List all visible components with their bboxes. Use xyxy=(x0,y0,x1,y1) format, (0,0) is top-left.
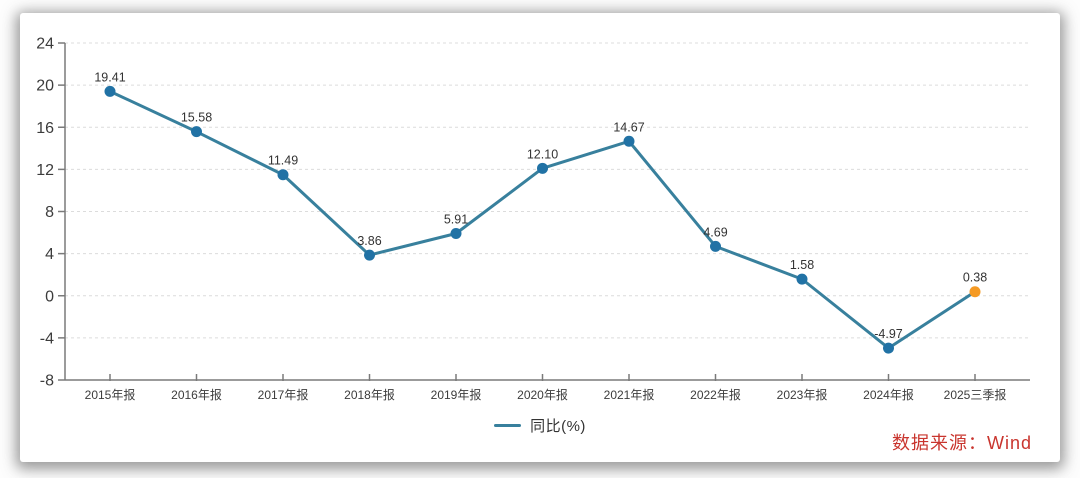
x-axis-tick-label: 2019年报 xyxy=(431,387,482,402)
data-point-label: 4.69 xyxy=(703,225,727,239)
x-axis-tick-label: 2015年报 xyxy=(85,387,136,402)
y-axis-tick-label: 12 xyxy=(36,162,54,179)
y-axis-tick-label: 20 xyxy=(36,78,54,95)
data-point[interactable] xyxy=(883,342,894,354)
x-axis-tick-label: 2018年报 xyxy=(344,387,395,402)
data-point-label: 15.58 xyxy=(181,111,212,125)
data-point[interactable] xyxy=(191,126,202,138)
data-point-label: 12.10 xyxy=(527,147,558,161)
chart-card: 24 20 16 12 8 4 0 -4 -8 2015年报 2016年报 2017年报 2018年报 2… xyxy=(20,13,1060,462)
data-point[interactable] xyxy=(364,249,375,261)
data-point[interactable] xyxy=(104,85,116,97)
x-axis-tick-label: 2022年报 xyxy=(690,387,741,402)
y-axis-tick-label: 0 xyxy=(45,288,54,305)
data-point-label: -4.97 xyxy=(874,327,903,341)
data-point[interactable] xyxy=(623,135,635,147)
y-axis-tick-label: -8 xyxy=(40,373,54,390)
data-point-label: 11.49 xyxy=(268,154,298,168)
x-axis-tick-label: 2024年报 xyxy=(863,387,914,402)
x-axis-tick-label: 2016年报 xyxy=(171,387,222,402)
y-axis-tick-label: 16 xyxy=(36,120,54,137)
y-axis-tick-label: 8 xyxy=(45,204,54,221)
y-axis-tick-label: 24 xyxy=(36,36,54,53)
line-chart[interactable]: 24 20 16 12 8 4 0 -4 -8 2015年报 2016年报 2017年报 2018年报 2… xyxy=(20,13,1060,462)
x-axis-tick-label: 2023年报 xyxy=(777,387,828,402)
y-axis-tick-label: 4 xyxy=(45,246,54,263)
data-point-label: 0.38 xyxy=(963,271,987,285)
data-point[interactable] xyxy=(450,228,462,240)
data-point-label: 1.58 xyxy=(790,258,814,272)
data-source-label: 数据来源：Wind xyxy=(891,433,1032,453)
data-point[interactable] xyxy=(537,162,548,174)
x-axis-tick-label: 2020年报 xyxy=(517,387,568,402)
series-line xyxy=(108,89,977,350)
data-point[interactable] xyxy=(796,273,808,285)
data-point-highlight[interactable] xyxy=(969,286,981,298)
x-axis-tick-label: 2025三季报 xyxy=(944,387,1007,402)
data-point-label: 19.41 xyxy=(94,70,125,84)
data-point[interactable] xyxy=(277,169,289,181)
data-point-label: 5.91 xyxy=(444,213,468,227)
data-point-label: 3.86 xyxy=(357,234,381,248)
data-point-label: 14.67 xyxy=(613,120,644,134)
x-axis-tick-label: 2021年报 xyxy=(604,387,655,402)
x-axis-tick-label: 2017年报 xyxy=(258,387,309,402)
data-point[interactable] xyxy=(710,240,721,252)
y-axis-tick-label: -4 xyxy=(40,330,54,347)
